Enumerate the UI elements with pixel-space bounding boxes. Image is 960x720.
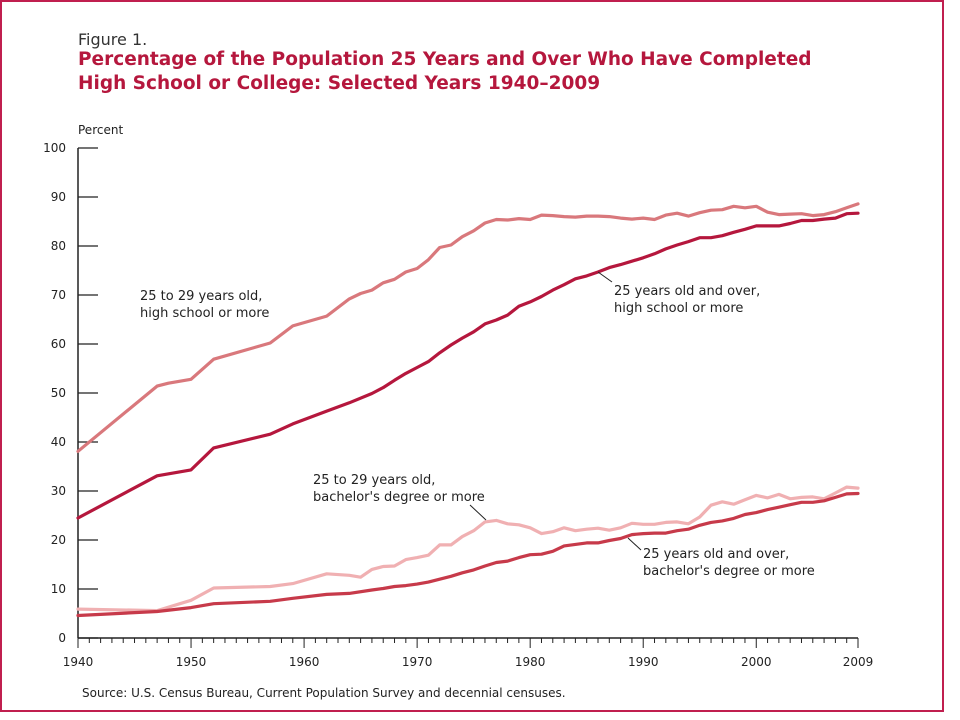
annotation-ba_25_over: 25 years old and over, bachelor's degree … xyxy=(627,537,815,579)
x-tick-label: 1960 xyxy=(289,655,320,669)
annotation-text: high school or more xyxy=(614,301,743,316)
annotation-hs_25_over: 25 years old and over, high school or mor… xyxy=(597,271,760,316)
chart-title: Percentage of the Population 25 Years an… xyxy=(78,48,838,96)
y-tick-label: 20 xyxy=(51,533,66,547)
annotation-text: bachelor's degree or more xyxy=(643,564,815,579)
figure-label: Figure 1. xyxy=(78,30,148,49)
chart-axes: 0 10 20 30 40 50 60 70 80 90 100 Percent 1940 1950 196… xyxy=(43,123,873,669)
annotation-text: 25 to 29 years old, xyxy=(140,289,262,304)
annotation-leader-line xyxy=(597,271,613,283)
series-line-hs_25_29 xyxy=(76,202,860,453)
annotation-text: 25 to 29 years old, xyxy=(313,473,435,488)
y-tick-label: 50 xyxy=(51,386,66,400)
annotation-text: bachelor's degree or more xyxy=(313,490,485,505)
y-tick-label: 80 xyxy=(51,239,66,253)
series-line-ba_25_over xyxy=(76,491,860,618)
series-line-ba_25_29 xyxy=(76,485,860,613)
y-tick-label: 70 xyxy=(51,288,66,302)
chart-annotations: 25 to 29 years old,high school or more25… xyxy=(140,271,815,579)
series-line-hs_25_over xyxy=(76,211,860,520)
source-note: Source: U.S. Census Bureau, Current Popu… xyxy=(82,686,566,700)
y-tick-label: 100 xyxy=(43,141,66,155)
x-tick-label: 1940 xyxy=(63,655,94,669)
annotation-text: 25 years old and over, xyxy=(643,547,789,562)
x-tick-label: 1980 xyxy=(515,655,546,669)
annotation-text: high school or more xyxy=(140,306,269,321)
y-axis-label: Percent xyxy=(78,123,123,137)
annotation-ba_25_29: 25 to 29 years old, bachelor's degree or … xyxy=(313,473,487,521)
chart-title-line-1: Percentage of the Population 25 Years an… xyxy=(78,49,812,70)
y-tick-label: 40 xyxy=(51,435,66,449)
x-tick-label: 1950 xyxy=(176,655,207,669)
chart-series xyxy=(76,202,860,618)
y-tick-label: 30 xyxy=(51,484,66,498)
y-tick-label: 0 xyxy=(58,631,66,645)
annotation-leader-line xyxy=(627,537,642,551)
x-tick-label: 1990 xyxy=(628,655,659,669)
y-tick-label: 10 xyxy=(51,582,66,596)
chart-title-line-2: High School or College: Selected Years 1… xyxy=(78,73,601,94)
x-tick-label: 2009 xyxy=(843,655,874,669)
y-tick-label: 60 xyxy=(51,337,66,351)
y-tick-label: 90 xyxy=(51,190,66,204)
figure-frame xyxy=(0,0,944,712)
x-tick-label: 2000 xyxy=(741,655,772,669)
x-tick-label: 1970 xyxy=(402,655,433,669)
annotation-leader-line xyxy=(469,504,487,521)
annotation-text: 25 years old and over, xyxy=(614,284,760,299)
annotation-hs_25_29: 25 to 29 years old, high school or more xyxy=(140,289,269,321)
